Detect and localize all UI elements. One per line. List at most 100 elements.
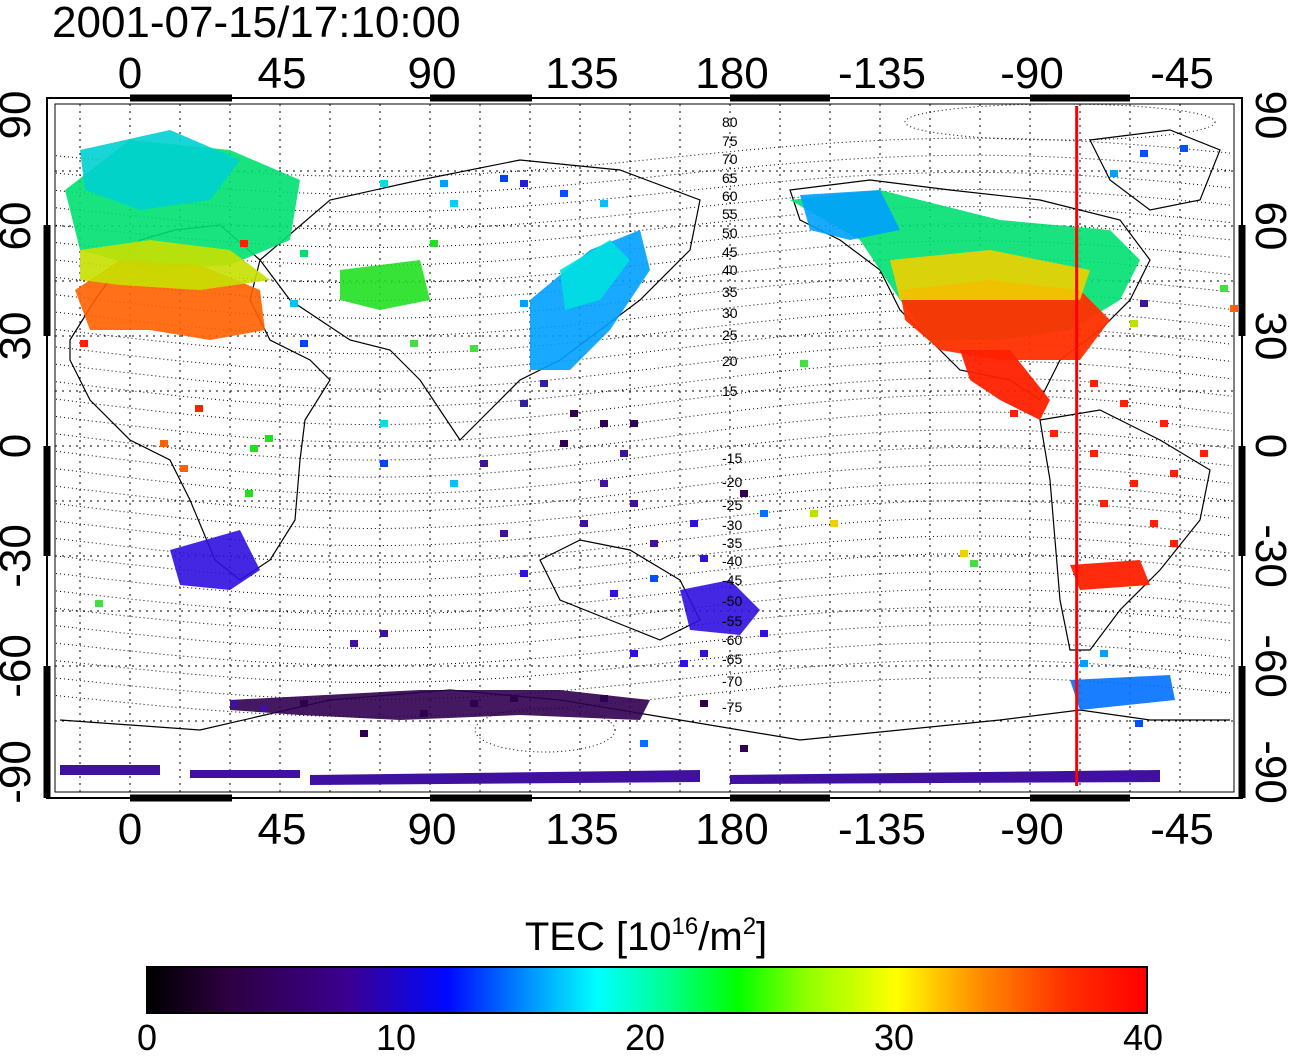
contour-curve (55, 571, 1233, 615)
tec-square (1140, 300, 1148, 307)
tec-square (560, 190, 568, 197)
lon-tick-top-m90: -90 (1000, 49, 1064, 98)
contour-curve (55, 624, 1233, 666)
contour-label: 15 (722, 383, 738, 399)
contour-label: -25 (722, 497, 742, 513)
contour-label: 40 (722, 262, 738, 278)
contour-label: -60 (722, 632, 742, 648)
tec-square (420, 710, 428, 717)
tec-south-africa (170, 530, 260, 590)
tec-square (1135, 720, 1143, 727)
tec-square (350, 640, 358, 647)
lon-tick-top-180: 180 (695, 49, 769, 98)
colorbar-title: TEC [1016/m2] (0, 905, 1292, 959)
contour-label: 55 (722, 206, 738, 222)
contour-label: 70 (722, 151, 738, 167)
contour-curve (55, 606, 1233, 649)
tec-square (970, 560, 978, 567)
tec-square (580, 520, 588, 527)
map-inner-frame (54, 103, 1235, 793)
contour-label: -35 (722, 535, 742, 551)
lon-tick-bottom-m45: -45 (1150, 805, 1214, 854)
contour-curve (55, 659, 1233, 701)
tec-north-america-north (800, 190, 900, 240)
tec-square (1160, 420, 1168, 427)
tec-square (450, 200, 458, 207)
contour-curve (55, 482, 1233, 529)
tec-square (1170, 540, 1178, 547)
contour-label: -15 (722, 450, 742, 466)
tec-square (300, 340, 308, 347)
lon-tick-bottom-m135: -135 (837, 805, 927, 854)
colorbar-title-exponent-1: 16 (671, 913, 699, 940)
coast-antarctica (59, 689, 1230, 741)
tec-square (95, 600, 103, 607)
tec-square (650, 575, 658, 582)
tec-square (180, 465, 188, 472)
tec-square (1130, 320, 1138, 327)
tec-square (240, 240, 248, 247)
colorbar-title-unit: /m (698, 915, 743, 959)
tec-square (740, 490, 748, 497)
contour-label: -45 (722, 572, 742, 588)
tec-south-america-lat30 (1070, 560, 1150, 590)
contour-label: 25 (722, 327, 738, 343)
tec-square (700, 700, 708, 707)
coast-greenland (1089, 129, 1221, 211)
contour-label: -50 (722, 593, 742, 609)
colorbar-title-main: TEC [10 (524, 915, 672, 959)
tec-square (480, 460, 488, 467)
tec-square (1090, 450, 1098, 457)
tec-square (1080, 660, 1088, 667)
tec-square (260, 705, 268, 712)
tec-square (265, 435, 273, 442)
tec-square (360, 730, 368, 737)
tec-siberia (340, 260, 430, 310)
tec-square (1150, 520, 1158, 527)
tec-square (1220, 285, 1228, 292)
contour-label: -40 (722, 553, 742, 569)
tec-square (760, 630, 768, 637)
tec-square (570, 410, 578, 417)
lon-tick-bottom-135: 135 (545, 805, 619, 854)
contour-label: -65 (722, 651, 742, 667)
contour-curve (55, 535, 1233, 581)
colorbar (146, 966, 1148, 1014)
tec-central-america (960, 350, 1050, 420)
tec-square (700, 555, 708, 562)
colorbar-tick-0: 0 (136, 1017, 158, 1058)
tec-square (1100, 650, 1108, 657)
tec-europe-north-hi (80, 130, 240, 210)
tec-square (245, 490, 253, 497)
tec-square (1200, 450, 1208, 457)
contour-label: -55 (722, 613, 742, 629)
contour-label: 45 (722, 244, 738, 260)
tec-square (740, 745, 748, 752)
colorbar-title-end: ] (756, 915, 768, 959)
tec-square (380, 460, 388, 467)
contour-label: 60 (722, 188, 738, 204)
lon-tick-top-45: 45 (257, 49, 307, 98)
tec-square (160, 440, 168, 447)
tec-square (560, 440, 568, 447)
tec-square (600, 200, 608, 207)
lon-tick-bottom-0: 0 (117, 805, 143, 854)
tec-square (620, 450, 628, 457)
tec-square (520, 400, 528, 407)
coast-north-america (789, 179, 1151, 401)
colorbar-tick-10: 10 (375, 1017, 417, 1058)
tec-east-asia-cyan (560, 240, 630, 310)
contour-curve (55, 446, 1233, 495)
contour-label: -30 (722, 517, 742, 533)
coast-australia (539, 539, 701, 641)
tec-square (690, 520, 698, 527)
tec-square (520, 180, 528, 187)
tec-square (1170, 470, 1178, 477)
tec-square (1120, 400, 1128, 407)
tec-square (540, 380, 548, 387)
tec-square (700, 650, 708, 657)
tec-square (1110, 170, 1118, 177)
tec-square (600, 420, 608, 427)
tec-square (680, 660, 688, 667)
